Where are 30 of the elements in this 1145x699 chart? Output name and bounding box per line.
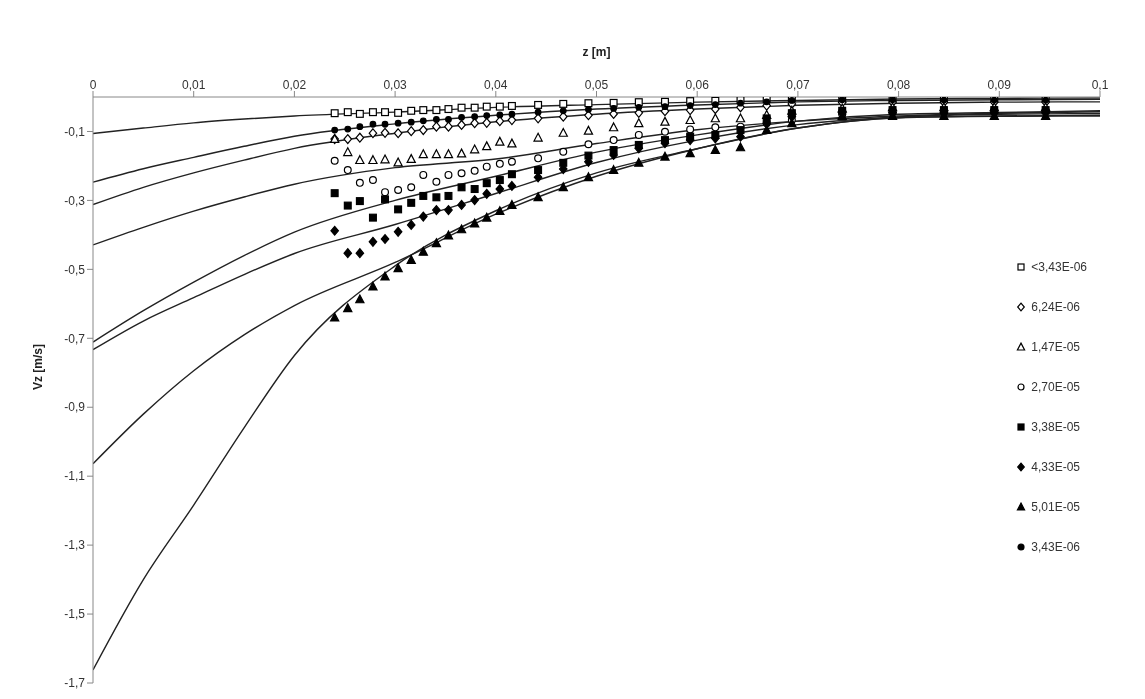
legend-label: <3,43E-06: [1031, 260, 1087, 274]
legend-label: 2,70E-05: [1031, 380, 1080, 394]
y-tick-label: -0,9: [64, 400, 86, 415]
legend-label: 3,38E-05: [1031, 420, 1080, 434]
y-tick-label: -0,3: [64, 193, 86, 208]
x-tick-label: 0,01: [182, 78, 206, 92]
x-tick-label: 0,02: [282, 78, 307, 92]
x-tick-label: 0,07: [786, 78, 810, 92]
y-tick-label: -1,5: [64, 607, 86, 622]
x-tick-label: 0: [89, 78, 97, 92]
y-tick-label: -0,5: [64, 262, 86, 277]
legend-label: 6,24E-06: [1031, 300, 1080, 314]
x-tick-label: 0,09: [987, 78, 1012, 92]
x-tick-label: 0,04: [484, 78, 508, 92]
x-tick-label: 0,05: [584, 78, 609, 92]
x-tick-label: 0,03: [383, 78, 408, 92]
legend-label: 1,47E-05: [1031, 340, 1080, 354]
legend-label: 5,01E-05: [1031, 500, 1080, 514]
legend-label: 3,43E-06: [1031, 540, 1080, 554]
legend-label: 4,33E-05: [1031, 460, 1080, 474]
y-tick-label: -1,3: [64, 538, 86, 553]
y-axis-title: Vz [m/s]: [31, 343, 46, 390]
x-axis-title: z [m]: [582, 44, 611, 59]
y-tick-label: -0,7: [64, 331, 86, 346]
y-tick-label: -0,1: [64, 124, 86, 139]
y-tick-label: -1,1: [64, 469, 86, 484]
x-tick-label: 0,08: [886, 78, 911, 92]
x-tick-label: 0,06: [685, 78, 710, 92]
x-tick-label: 0,1: [1091, 78, 1109, 92]
y-tick-label: -1,7: [64, 676, 86, 691]
